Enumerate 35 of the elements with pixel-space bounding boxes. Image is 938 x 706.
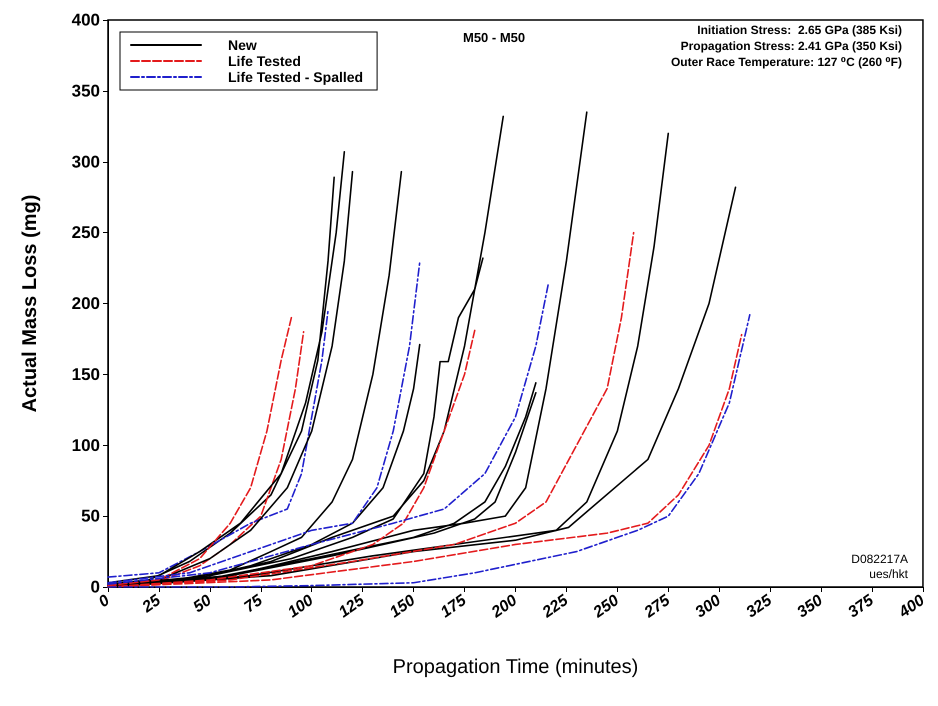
- annotation: D082217A: [851, 552, 908, 566]
- x-tick-label: 325: [743, 591, 776, 622]
- text: M50 - M50: [463, 30, 526, 45]
- x-tick-label: 300: [692, 592, 724, 622]
- y-tick-label: 150: [72, 364, 100, 384]
- legend-label: New: [228, 37, 257, 53]
- x-tick-label: 125: [336, 591, 368, 622]
- x-axis-title: Propagation Time (minutes): [392, 656, 638, 678]
- x-tick-label: 400: [895, 592, 928, 622]
- x-tick-label: 200: [488, 592, 520, 622]
- x-tick-label: 150: [386, 592, 419, 622]
- y-tick-label: 50: [81, 506, 100, 526]
- x-tick-label: 375: [845, 591, 878, 622]
- x-tick-label: 25: [138, 591, 165, 617]
- x-tick-label: 350: [794, 592, 826, 622]
- x-tick-label: 75: [241, 591, 267, 616]
- annotation: Outer Race Temperature: 127 ⁰C (260 ⁰F): [670, 55, 902, 69]
- x-tick-label: 225: [538, 591, 572, 622]
- legend-label: Life Tested: [228, 53, 301, 69]
- y-tick-label: 300: [72, 152, 100, 172]
- x-tick-label: 275: [640, 591, 674, 622]
- annotation: ues/hkt: [869, 567, 909, 581]
- y-tick-label: 250: [72, 223, 100, 242]
- y-tick-label: 100: [72, 436, 100, 455]
- x-tick-label: 100: [284, 592, 317, 622]
- x-tick-label: 250: [590, 592, 622, 622]
- x-tick-label: 175: [438, 591, 470, 622]
- y-axis-title: Actual Mass Loss (mg): [19, 194, 41, 412]
- y-tick-label: 200: [72, 294, 100, 313]
- annotation: Propagation Stress: 2.41 GPa (350 Ksi): [680, 39, 902, 53]
- y-tick-label: 350: [72, 81, 100, 100]
- y-tick-label: 400: [72, 10, 100, 30]
- x-tick-label: 50: [190, 592, 215, 616]
- legend-label: Life Tested - Spalled: [228, 69, 364, 85]
- annotation: Initiation Stress: 2.65 GPa (385 Ksi): [697, 23, 902, 37]
